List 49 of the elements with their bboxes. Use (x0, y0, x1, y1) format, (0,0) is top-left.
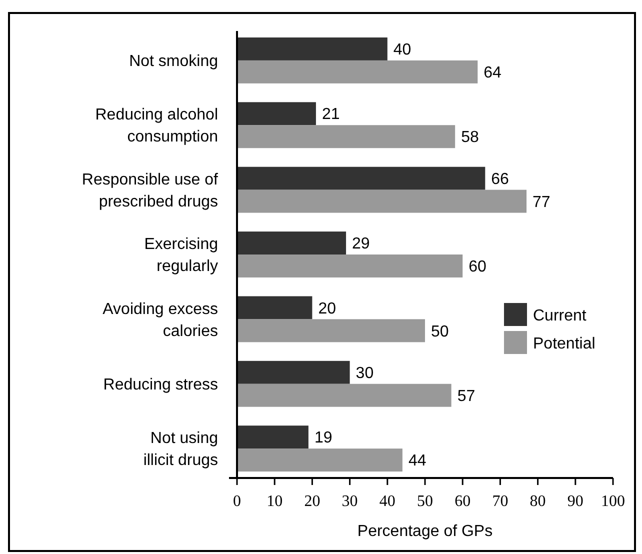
data-label: 64 (484, 64, 502, 82)
y-tick-label: Responsible use of prescribed drugs (82, 171, 219, 210)
y-tick-label: Avoiding excess calories (102, 300, 218, 340)
bar (237, 166, 486, 190)
x-tick-label: 80 (530, 493, 546, 510)
data-label: 29 (352, 236, 370, 253)
x-tick-label: 30 (342, 493, 358, 510)
bar (237, 384, 452, 407)
bar (237, 296, 312, 320)
data-label: 21 (322, 106, 340, 124)
data-label: 66 (491, 170, 510, 188)
bar (237, 190, 527, 213)
x-tick-label: 40 (379, 493, 396, 510)
x-tick-label: 0 (233, 493, 241, 510)
data-label: 57 (457, 388, 476, 405)
bar (237, 448, 402, 472)
x-tick-label: 20 (304, 493, 320, 510)
y-tick-label: Reducing stress (103, 376, 218, 394)
x-tick-label: 90 (567, 493, 584, 510)
y-tick-label: Exercising regularly (144, 236, 218, 276)
bar (237, 254, 463, 278)
legend-label: Potential (533, 336, 596, 353)
data-label: 44 (408, 452, 426, 470)
y-tick-label: Not using illicit drugs (143, 430, 218, 470)
x-tick-label: 70 (492, 493, 508, 510)
bar (237, 125, 456, 148)
bar (237, 60, 478, 84)
legend-label: Current (533, 308, 587, 325)
data-label: 77 (532, 194, 550, 211)
data-label: 60 (468, 258, 486, 276)
bar (237, 319, 425, 342)
x-tick-label: 50 (417, 493, 433, 510)
data-label: 58 (461, 129, 479, 146)
data-label: 20 (318, 300, 336, 318)
data-label: 30 (356, 364, 374, 382)
data-label: 50 (431, 323, 449, 340)
bar (237, 37, 388, 60)
y-tick-label: Not smoking (129, 53, 218, 70)
bar (237, 232, 346, 254)
x-tick-label: 100 (601, 493, 625, 510)
y-tick-label: Reducing alcohol consumption (95, 106, 218, 146)
bar (237, 360, 350, 384)
x-tick-label: 10 (266, 493, 283, 510)
x-axis-title: Percentage of GPs (357, 523, 493, 540)
bar (237, 102, 316, 126)
bar (237, 426, 308, 449)
data-label: 19 (314, 430, 332, 447)
data-label: 40 (393, 42, 412, 59)
x-tick-label: 60 (454, 493, 471, 510)
